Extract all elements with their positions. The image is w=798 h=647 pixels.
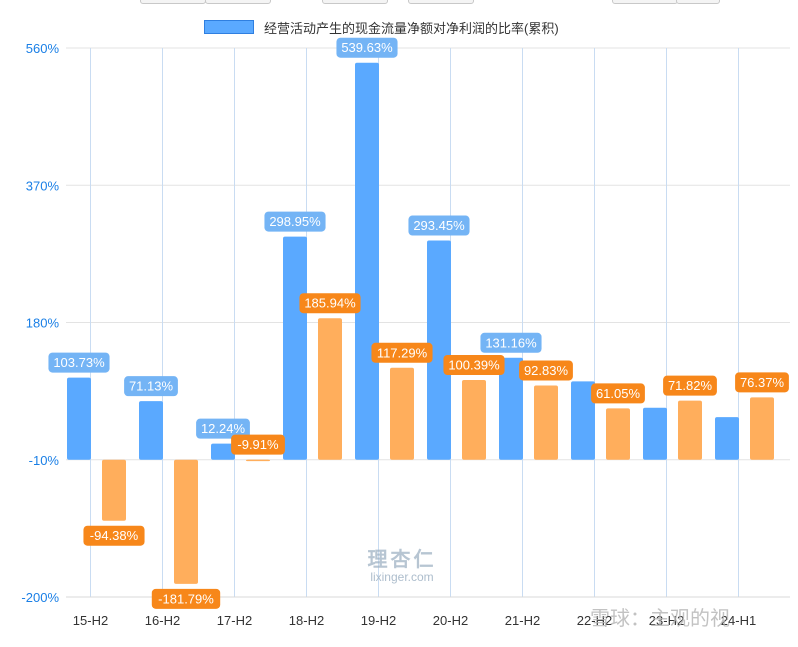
data-label: 61.05% [591, 383, 645, 404]
bar [139, 401, 163, 460]
chart-legend[interactable]: 经营活动产生的现金流量净额对净利润的比率(累积) [204, 17, 559, 37]
x-tick-label: 23-H2 [649, 613, 684, 628]
data-label: 293.45% [408, 215, 470, 236]
data-label-box [231, 434, 285, 455]
top-tab[interactable] [140, 0, 206, 4]
data-label: -94.38% [83, 525, 145, 546]
data-label-text: 61.05% [596, 386, 641, 401]
data-label-box [480, 332, 542, 353]
bar [102, 459, 126, 521]
bar [715, 417, 739, 460]
top-tab[interactable] [612, 0, 678, 4]
y-tick-label: -10% [29, 453, 60, 468]
data-label-text: 293.45% [413, 218, 465, 233]
legend-swatch [204, 20, 254, 34]
data-label-text: 185.94% [304, 296, 356, 311]
top-tab[interactable] [322, 0, 388, 4]
data-label-box [196, 418, 250, 439]
bar [67, 377, 91, 460]
y-tick-label: 370% [26, 178, 60, 193]
x-tick-label: 19-H2 [361, 613, 396, 628]
top-tab[interactable] [408, 0, 474, 4]
data-label-text: 92.83% [524, 363, 569, 378]
x-tick-label: 20-H2 [433, 613, 468, 628]
data-label: 131.16% [480, 332, 542, 353]
data-label-box [408, 215, 470, 236]
data-label: 92.83% [519, 360, 573, 381]
data-label: 103.73% [48, 352, 110, 373]
bar [462, 380, 486, 460]
data-label-text: 539.63% [341, 40, 393, 55]
data-label-text: 71.82% [668, 378, 713, 393]
x-tick-label: 16-H2 [145, 613, 180, 628]
data-label-box [124, 376, 178, 397]
data-label-box [264, 211, 326, 232]
bar [174, 459, 198, 584]
data-label-box [371, 342, 433, 363]
data-label-text: 298.95% [269, 214, 321, 229]
data-label-box [151, 588, 221, 609]
data-label-text: 100.39% [448, 358, 500, 373]
data-label: 100.39% [443, 355, 505, 376]
data-label-text: 76.37% [740, 375, 785, 390]
x-tick-label: 18-H2 [289, 613, 324, 628]
bar [534, 385, 558, 460]
data-label-box [591, 383, 645, 404]
data-label: 298.95% [264, 211, 326, 232]
bar [571, 381, 595, 460]
bar [355, 62, 379, 460]
data-label-text: 103.73% [53, 355, 105, 370]
data-label-box [48, 352, 110, 373]
data-label-text: -9.91% [237, 437, 279, 452]
data-label-box [735, 372, 789, 393]
legend-label: 经营活动产生的现金流量净额对净利润的比率(累积) [264, 20, 559, 36]
data-label: 117.29% [371, 342, 433, 363]
data-label: 71.82% [663, 375, 717, 396]
bar [211, 443, 235, 460]
bar [499, 357, 523, 460]
x-tick-label: 15-H2 [73, 613, 108, 628]
bar [283, 236, 307, 460]
data-label: -9.91% [231, 434, 285, 455]
x-tick-label: 21-H2 [505, 613, 540, 628]
data-label-text: 131.16% [485, 335, 537, 350]
data-label-box [443, 355, 505, 376]
data-label-text: -181.79% [158, 591, 214, 606]
data-label: 76.37% [735, 372, 789, 393]
data-label: -181.79% [151, 588, 221, 609]
data-label-box [663, 375, 717, 396]
bar [750, 397, 774, 460]
data-label-text: -94.38% [90, 528, 139, 543]
data-label: 539.63% [336, 37, 398, 58]
bar [678, 400, 702, 460]
data-label-box [83, 525, 145, 546]
x-tick-label: 22-H2 [577, 613, 612, 628]
bar [427, 240, 451, 460]
bar [606, 408, 630, 460]
data-label-text: 71.13% [129, 379, 174, 394]
x-tick-label: 17-H2 [217, 613, 252, 628]
bar [318, 318, 342, 460]
data-label-text: 12.24% [201, 421, 246, 436]
data-label: 185.94% [299, 293, 361, 314]
y-tick-label: -200% [21, 590, 59, 605]
bar [246, 459, 270, 462]
x-tick-label: 24-H1 [721, 613, 756, 628]
data-label: 71.13% [124, 376, 178, 397]
top-tab[interactable] [205, 0, 271, 4]
y-tick-label: 180% [26, 316, 60, 331]
bar [390, 367, 414, 460]
data-label-text: 117.29% [377, 345, 428, 360]
bar [643, 407, 667, 460]
data-label-box [299, 293, 361, 314]
top-tab[interactable] [676, 0, 720, 4]
y-tick-label: 560% [26, 41, 60, 56]
data-label: 12.24% [196, 418, 250, 439]
data-label-box [519, 360, 573, 381]
data-label-box [336, 37, 398, 58]
